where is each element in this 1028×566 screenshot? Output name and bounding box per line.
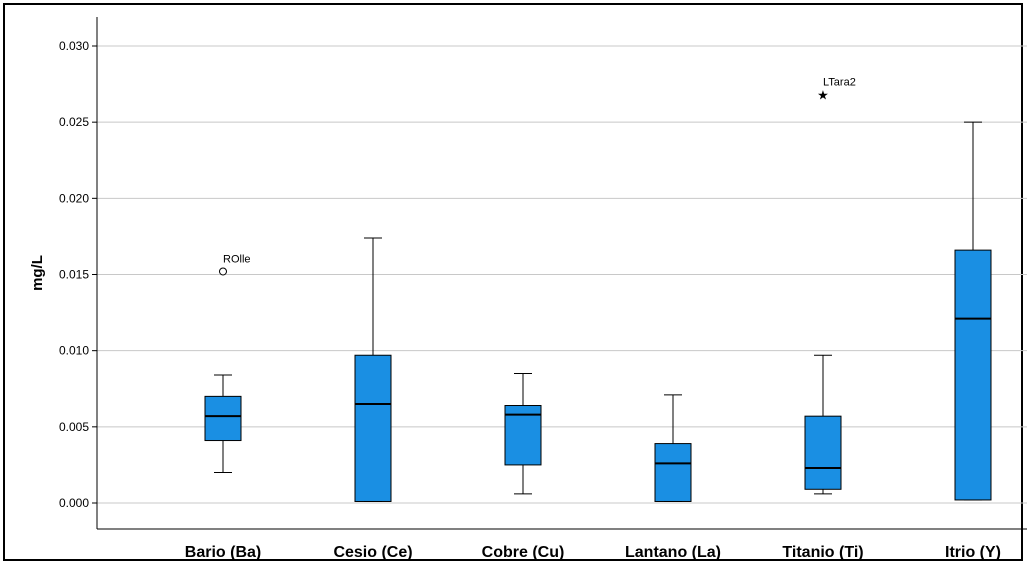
- outlier-star: ★: [817, 88, 829, 103]
- y-axis-ticks: 0.000 0.005 0.010 0.015 0.020 0.025 0.030: [59, 39, 97, 510]
- box-group: [504, 373, 542, 495]
- box-group: ROlle: [204, 253, 251, 474]
- y-tick-label: 0.015: [59, 268, 89, 282]
- axes: [96, 17, 1027, 530]
- x-category-label: Titanio (Ti): [782, 544, 863, 561]
- outlier-label: ROlle: [223, 253, 251, 265]
- gridlines: [97, 45, 1027, 504]
- box-group: [354, 237, 392, 502]
- x-category-label: Lantano (La): [625, 544, 721, 561]
- box-iqr: [354, 354, 392, 502]
- chart-frame: 0.000 0.005 0.010 0.015 0.020 0.025 0.030 ROll…: [3, 3, 1027, 561]
- x-category-label: Bario (Ba): [185, 544, 261, 561]
- y-tick-label: 0.030: [59, 39, 89, 53]
- x-category-label: Cesio (Ce): [333, 544, 412, 561]
- box-iqr: [804, 415, 842, 490]
- y-tick-label: 0.005: [59, 420, 89, 434]
- outlier-circle: [219, 267, 227, 276]
- x-category-label: Itrio (Y): [945, 544, 1001, 561]
- y-tick-label: 0.010: [59, 344, 89, 358]
- x-category-label: Cobre (Cu): [482, 544, 565, 561]
- box-iqr: [654, 443, 692, 502]
- box-iqr: [954, 249, 992, 501]
- boxes: ROlle ★LTara2: [204, 77, 992, 502]
- y-tick-label: 0.000: [59, 496, 89, 510]
- y-tick-label: 0.020: [59, 191, 89, 205]
- y-tick-label: 0.025: [59, 115, 89, 129]
- outlier-label: LTara2: [823, 77, 856, 89]
- box-group: [654, 394, 692, 502]
- boxplot-chart: 0.000 0.005 0.010 0.015 0.020 0.025 0.030 ROll…: [29, 17, 1027, 561]
- x-axis-labels: Bario (Ba) Cesio (Ce) Cobre (Cu) Lantano (L…: [185, 544, 1001, 561]
- box-group: ★LTara2: [804, 77, 856, 495]
- y-axis-title: mg/L: [29, 255, 46, 291]
- box-group: [954, 121, 992, 501]
- box-iqr: [204, 395, 242, 442]
